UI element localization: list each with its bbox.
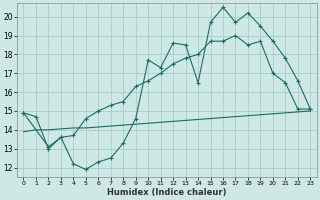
X-axis label: Humidex (Indice chaleur): Humidex (Indice chaleur): [107, 188, 227, 197]
